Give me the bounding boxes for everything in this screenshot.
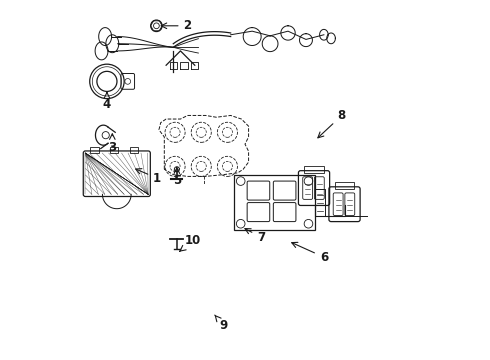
Bar: [315, 189, 325, 216]
Text: 2: 2: [161, 19, 192, 32]
Text: 7: 7: [245, 229, 265, 244]
Text: 3: 3: [108, 134, 117, 154]
Text: 4: 4: [103, 92, 111, 111]
Bar: [90, 147, 98, 153]
Text: 9: 9: [215, 315, 228, 332]
Text: 8: 8: [318, 109, 346, 138]
Bar: [234, 175, 315, 230]
Bar: [304, 166, 324, 173]
Text: 1: 1: [136, 169, 161, 185]
Text: 10: 10: [180, 234, 201, 251]
Bar: [129, 147, 138, 153]
Text: 6: 6: [292, 242, 328, 264]
Text: 5: 5: [173, 168, 181, 186]
Bar: [110, 147, 119, 153]
Bar: [335, 182, 354, 189]
